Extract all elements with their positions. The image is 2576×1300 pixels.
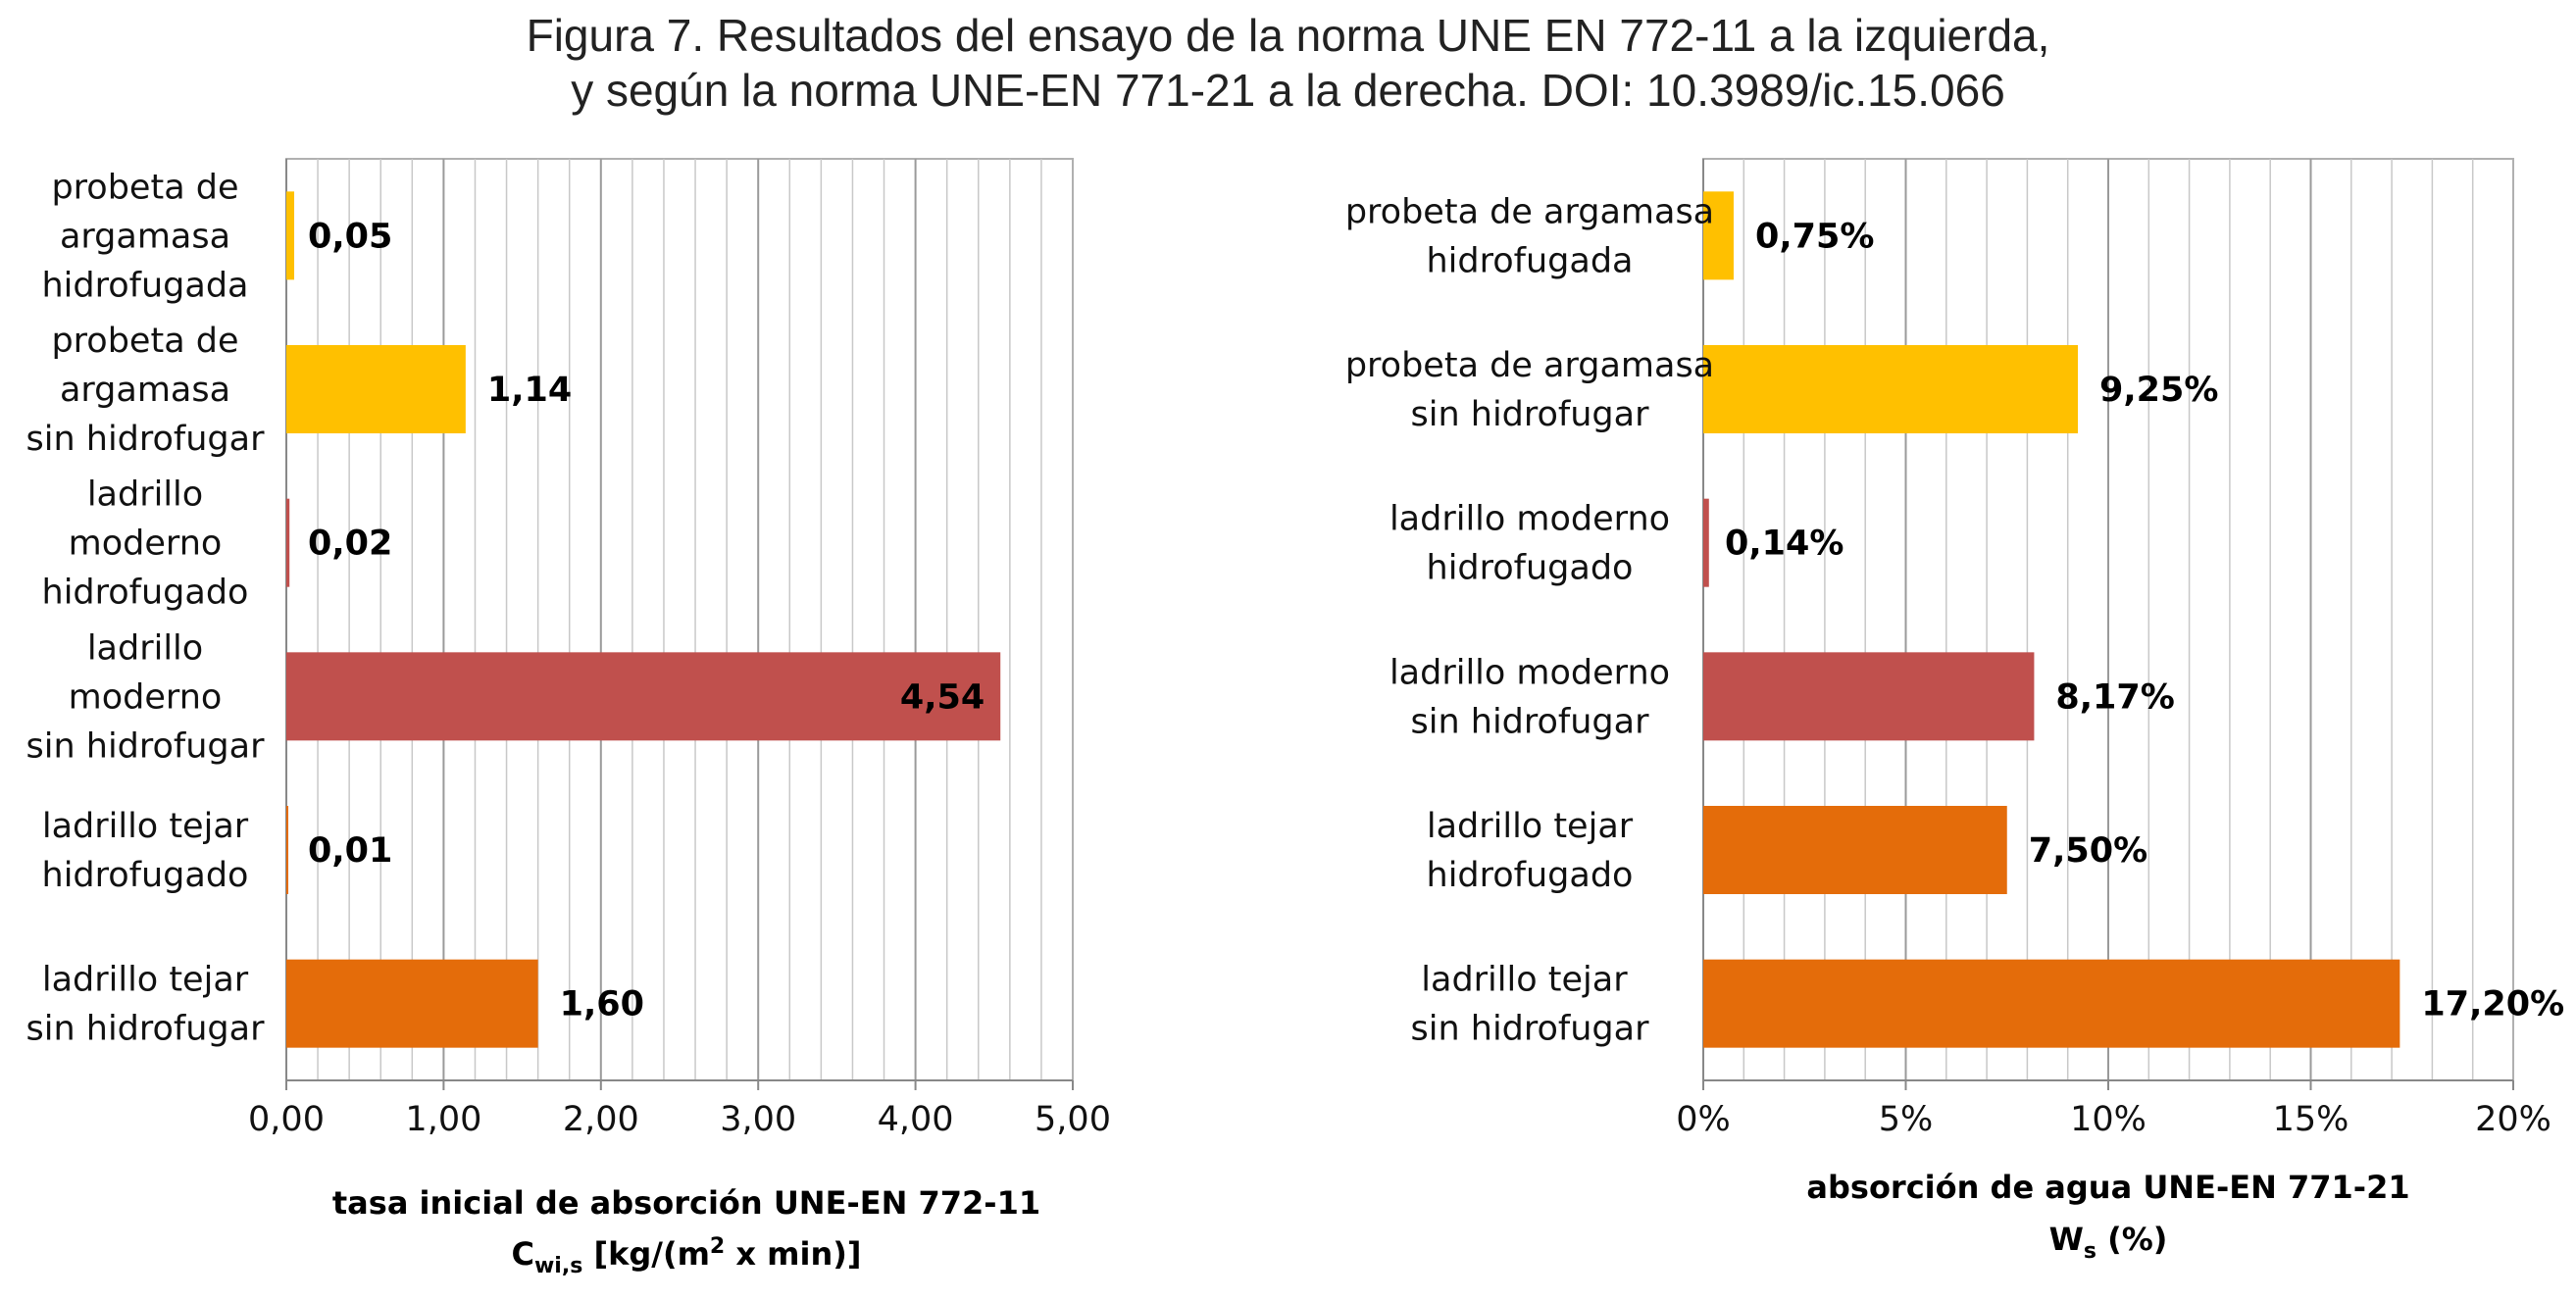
category-label: probeta de argamasa sin hidrofugar (26, 322, 266, 459)
x-axis-title-line-1: absorción de agua UNE-EN 771-21 (1806, 1169, 2409, 1206)
x-tick-label: 5% (1879, 1100, 1934, 1139)
x-tick-label: 4,00 (878, 1100, 954, 1139)
bar (1703, 652, 2035, 741)
data-label: 8,17% (2055, 677, 2174, 717)
x-tick-label: 15% (2273, 1100, 2349, 1139)
x-axis-title-line-1: tasa inicial de absorción UNE-EN 772-11 (332, 1184, 1040, 1222)
category-label: ladrillo tejar sin hidrofugar (26, 961, 266, 1049)
data-label: 0,75% (1755, 217, 1874, 256)
data-label: 17,20% (2421, 985, 2564, 1025)
x-tick-label: 0% (1676, 1100, 1731, 1139)
x-tick-label: 10% (2070, 1100, 2147, 1139)
figure-title: Figura 7. Resultados del ensayo de la no… (0, 8, 2576, 118)
category-label: ladrillo tejar hidrofugado (42, 807, 249, 895)
bar (1703, 806, 2007, 894)
figure-title-line-1: Figura 7. Resultados del ensayo de la no… (526, 10, 2050, 61)
bar (286, 959, 538, 1048)
x-tick-label: 0,00 (248, 1100, 325, 1139)
bar (286, 345, 466, 433)
bar (286, 191, 295, 280)
bar (286, 498, 290, 587)
category-label: ladrillo moderno sin hidrofugar (26, 628, 266, 766)
x-axis-title-line-2: Ws (%) (2049, 1221, 2168, 1264)
data-label: 1,14 (487, 371, 572, 410)
category-label: probeta de argamasa sin hidrofugar (1345, 346, 1714, 434)
bar (1703, 498, 1709, 587)
x-tick-label: 2,00 (563, 1100, 639, 1139)
data-label: 7,50% (2029, 831, 2147, 871)
data-label: 0,02 (308, 525, 392, 564)
data-label: 0,14% (1725, 525, 1844, 564)
data-label: 0,01 (308, 831, 392, 871)
bar (1703, 191, 1734, 280)
category-label: probeta de argamasa hidrofugada (42, 168, 249, 305)
x-tick-label: 5,00 (1035, 1100, 1111, 1139)
category-label: ladrillo moderno sin hidrofugar (1389, 653, 1670, 741)
right-chart: 0% 5% 10% 15% 20% 0,75% probeta de argamasa hid… (1345, 158, 2564, 1264)
x-axis-title-line-2: Cwi,s [kg/(m2 x min)] (512, 1234, 862, 1278)
data-label: 9,25% (2099, 371, 2218, 410)
left-chart: 0,00 1,00 2,00 3,00 4,00 5,00 0,05 probeta de ar… (26, 158, 1111, 1278)
figure-title-line-2: y según la norma UNE-EN 771-21 a la dere… (571, 65, 2005, 116)
bar (286, 652, 1001, 741)
category-label: ladrillo moderno hidrofugado (42, 475, 249, 613)
category-label: ladrillo tejar sin hidrofugar (1411, 961, 1650, 1049)
x-tick-label: 1,00 (405, 1100, 481, 1139)
category-label: ladrillo moderno hidrofugado (1389, 500, 1670, 588)
x-tick-label: 20% (2475, 1100, 2551, 1139)
bar (1703, 345, 2079, 433)
x-tick-label: 3,00 (720, 1100, 796, 1139)
plot-area-border (285, 158, 1074, 1081)
bar (286, 806, 288, 894)
bar (1703, 959, 2400, 1048)
category-label: ladrillo tejar hidrofugado (1427, 807, 1634, 895)
data-label: 1,60 (560, 985, 644, 1025)
data-label: 4,54 (900, 677, 985, 717)
data-label: 0,05 (308, 217, 392, 256)
category-label: probeta de argamasa hidrofugada (1345, 192, 1714, 280)
